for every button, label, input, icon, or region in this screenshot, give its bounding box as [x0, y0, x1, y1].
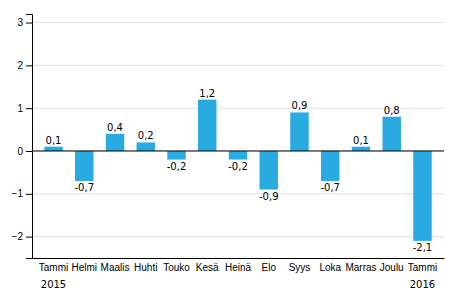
- x-tick-label: Kesä: [196, 262, 219, 273]
- x-axis: TammiHelmiMaalisHuhtiToukoKesäHeinäEloSy…: [33, 258, 445, 273]
- y-tick: 3: [17, 17, 32, 28]
- year-label: 2016: [410, 279, 435, 290]
- y-tick-label: 0: [17, 146, 23, 157]
- data-label: -0,2: [167, 161, 187, 172]
- bar: [137, 142, 155, 151]
- x-tick-label: Tammi: [408, 262, 437, 273]
- data-label: -0,7: [320, 182, 340, 193]
- bar: [167, 151, 185, 160]
- plot: −2−10123TammiHelmiMaalisHuhtiToukoKesäHe…: [12, 15, 445, 291]
- x-tick: Joulu: [380, 258, 404, 273]
- bar: [106, 134, 124, 151]
- x-tick-label: Loka: [319, 262, 341, 273]
- y-tick-label: 3: [17, 17, 23, 28]
- grid-line: [32, 236, 444, 237]
- x-tick: Syys: [289, 258, 311, 273]
- bar: [352, 147, 370, 151]
- y-tick: 1: [17, 103, 32, 114]
- y-tick-label: −2: [12, 231, 24, 242]
- x-tick: Maalis: [101, 258, 130, 273]
- x-tick: Touko: [163, 258, 190, 273]
- y-tick: −1: [12, 188, 32, 199]
- zero-line: [32, 150, 444, 151]
- x-tick-label: Elo: [262, 262, 277, 273]
- data-label: 0,1: [46, 135, 62, 146]
- x-tick-label: Syys: [289, 262, 311, 273]
- y-tick: 2: [17, 60, 32, 71]
- x-tick-label: Huhti: [134, 262, 157, 273]
- chart: −2−10123TammiHelmiMaalisHuhtiToukoKesäHe…: [0, 0, 454, 302]
- data-labels: 0,1 -0,7 0,4 0,2 -0,2 1,2 -0,2 -0,9 0,9 -0,7 0,1 0,…: [46, 88, 433, 253]
- x-tick: Heinä: [225, 258, 252, 273]
- x-tick-label: Marras: [345, 262, 376, 273]
- y-tick: −2: [12, 231, 32, 242]
- data-label: -0,7: [75, 182, 95, 193]
- data-label: 0,8: [384, 105, 400, 116]
- x-tick: Huhti: [134, 258, 157, 273]
- x-tick: Tammi: [39, 258, 68, 273]
- data-label: -0,2: [228, 161, 248, 172]
- x-tick-label: Maalis: [101, 262, 130, 273]
- bar: [321, 151, 339, 181]
- bar: [383, 117, 401, 151]
- x-tick-label: Joulu: [380, 262, 404, 273]
- bar: [290, 112, 308, 151]
- bar: [44, 147, 62, 151]
- x-tick-label: Helmi: [71, 262, 97, 273]
- data-label: 0,4: [107, 122, 123, 133]
- x-tick-label: Tammi: [39, 262, 68, 273]
- bar: [229, 151, 247, 160]
- y-axis-line: [26, 15, 33, 259]
- bar: [260, 151, 278, 190]
- y-tick-mark: [26, 194, 32, 195]
- grid-line: [32, 65, 444, 66]
- grid-line: [32, 108, 444, 109]
- y-tick-mark: [26, 151, 32, 152]
- grid-line: [32, 193, 444, 194]
- y-tick-label: −1: [12, 188, 24, 199]
- x-tick: Loka: [319, 258, 341, 273]
- data-label: -2,1: [413, 242, 433, 253]
- y-tick-mark: [26, 23, 32, 24]
- annotations: 2015 2016: [41, 279, 435, 290]
- x-axis-line: [33, 258, 445, 259]
- y-axis: −2 −1 0 1 2 3: [12, 15, 33, 259]
- data-label: 0,1: [353, 135, 369, 146]
- bar: [75, 151, 93, 181]
- x-tick: Kesä: [196, 258, 219, 273]
- x-tick: Elo: [262, 258, 277, 273]
- y-tick-mark: [26, 65, 32, 66]
- year-label: 2015: [41, 279, 66, 290]
- x-tick: Marras: [345, 258, 376, 273]
- data-label: 1,2: [199, 88, 215, 99]
- bars: [44, 100, 431, 241]
- bar: [413, 151, 431, 241]
- y-tick-mark: [26, 108, 32, 109]
- y-tick-label: 2: [17, 60, 23, 71]
- x-tick-label: Heinä: [225, 262, 252, 273]
- y-tick-mark: [26, 237, 32, 238]
- data-label: -0,9: [259, 191, 279, 202]
- data-label: 0,2: [138, 130, 154, 141]
- data-label: 0,9: [292, 100, 308, 111]
- grid-line: [32, 150, 444, 151]
- grid-line: [32, 22, 444, 23]
- y-tick: 0: [17, 146, 32, 157]
- y-tick-label: 1: [17, 103, 23, 114]
- x-tick: Tammi: [408, 258, 437, 273]
- grid: [32, 23, 444, 237]
- x-tick-label: Touko: [163, 262, 190, 273]
- x-tick: Helmi: [71, 258, 97, 273]
- bar: [198, 100, 216, 151]
